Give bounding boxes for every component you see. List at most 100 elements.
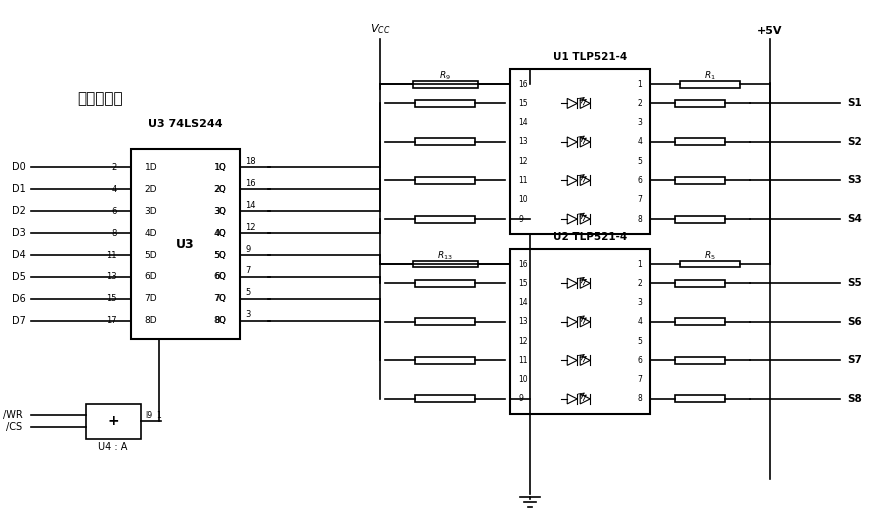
Text: 13: 13: [106, 272, 117, 281]
Text: /CS: /CS: [6, 422, 23, 432]
Text: 8: 8: [637, 395, 642, 404]
Text: 8: 8: [637, 215, 642, 224]
Text: 16: 16: [518, 80, 528, 89]
Polygon shape: [567, 214, 577, 224]
Text: 1: 1: [637, 260, 642, 269]
Text: 11: 11: [106, 251, 117, 260]
Text: D5: D5: [11, 272, 25, 282]
Bar: [675, 215, 726, 223]
Text: 5Q: 5Q: [214, 251, 227, 260]
Bar: [675, 318, 726, 325]
Text: /WR: /WR: [3, 411, 23, 421]
Text: 14: 14: [245, 200, 256, 209]
Text: $R_9$: $R_9$: [439, 70, 451, 83]
Text: 12: 12: [245, 223, 256, 232]
Text: 4: 4: [637, 317, 642, 326]
Bar: [85, 404, 140, 439]
Text: 6: 6: [111, 206, 117, 215]
Polygon shape: [567, 176, 577, 186]
Bar: [412, 260, 478, 268]
Text: 1: 1: [637, 80, 642, 89]
Text: 9: 9: [245, 244, 251, 253]
Text: +: +: [107, 414, 119, 428]
Text: 5D: 5D: [145, 251, 157, 260]
Text: 7D: 7D: [145, 295, 157, 304]
Polygon shape: [580, 98, 590, 108]
Bar: [415, 357, 475, 364]
Bar: [510, 249, 651, 414]
Polygon shape: [580, 137, 590, 147]
Text: 5: 5: [245, 288, 251, 297]
Text: 4Q: 4Q: [215, 229, 227, 238]
Polygon shape: [567, 98, 577, 108]
Text: 15: 15: [106, 295, 117, 304]
Text: 9: 9: [518, 215, 523, 224]
Text: 6Q: 6Q: [215, 272, 227, 281]
Text: D6: D6: [12, 294, 25, 304]
Text: 13: 13: [518, 317, 528, 326]
Bar: [415, 139, 475, 145]
Text: 4Q: 4Q: [214, 229, 227, 238]
Text: 6D: 6D: [145, 272, 157, 281]
Text: D2: D2: [11, 206, 25, 216]
Bar: [415, 177, 475, 184]
Bar: [131, 149, 241, 339]
Text: 输入缓冲器: 输入缓冲器: [78, 92, 123, 107]
Text: D0: D0: [12, 162, 25, 172]
Text: 4: 4: [112, 185, 117, 194]
Bar: [680, 80, 740, 88]
Polygon shape: [580, 394, 590, 404]
Text: 4: 4: [637, 138, 642, 147]
Bar: [675, 100, 726, 107]
Text: I9: I9: [145, 411, 152, 420]
Bar: [675, 357, 726, 364]
Bar: [675, 139, 726, 145]
Text: 16: 16: [245, 179, 256, 188]
Text: 3D: 3D: [145, 206, 157, 215]
Text: $V_{CC}$: $V_{CC}$: [370, 22, 391, 36]
Text: 9: 9: [518, 395, 523, 404]
Text: 12: 12: [518, 336, 528, 345]
Text: +5V: +5V: [757, 26, 783, 36]
Polygon shape: [580, 214, 590, 224]
Text: D7: D7: [11, 316, 25, 326]
Text: S1: S1: [847, 98, 862, 108]
Text: 1Q: 1Q: [214, 162, 227, 171]
Polygon shape: [580, 317, 590, 327]
Text: D4: D4: [12, 250, 25, 260]
Polygon shape: [567, 394, 577, 404]
Bar: [415, 100, 475, 107]
Text: 4D: 4D: [145, 229, 157, 238]
Text: 5: 5: [637, 157, 642, 166]
Text: $R_1$: $R_1$: [705, 70, 716, 83]
Text: 6: 6: [637, 356, 642, 365]
Polygon shape: [567, 317, 577, 327]
Text: 8: 8: [111, 229, 117, 238]
Text: 8D: 8D: [145, 316, 157, 325]
Text: 3: 3: [637, 298, 642, 307]
Text: U1 TLP521-4: U1 TLP521-4: [553, 52, 627, 62]
Text: S3: S3: [847, 176, 862, 186]
Text: 7Q: 7Q: [214, 295, 227, 304]
Polygon shape: [580, 176, 590, 186]
Text: 11: 11: [518, 356, 528, 365]
Text: 1: 1: [156, 411, 161, 420]
Text: 8Q: 8Q: [214, 316, 227, 325]
Bar: [415, 280, 475, 287]
Bar: [680, 260, 740, 268]
Bar: [415, 395, 475, 403]
Text: 7: 7: [637, 195, 642, 204]
Text: 16: 16: [518, 260, 528, 269]
Text: U3: U3: [176, 238, 194, 251]
Bar: [415, 318, 475, 325]
Text: 12: 12: [518, 157, 528, 166]
Text: U4 : A: U4 : A: [99, 442, 127, 452]
Text: 3Q: 3Q: [214, 206, 227, 215]
Text: 14: 14: [518, 118, 528, 127]
Text: 3Q: 3Q: [215, 206, 227, 215]
Text: U3 74LS244: U3 74LS244: [148, 119, 223, 129]
Text: 10: 10: [518, 375, 528, 384]
Text: S7: S7: [847, 355, 862, 366]
Polygon shape: [567, 278, 577, 288]
Text: 2Q: 2Q: [215, 185, 227, 194]
